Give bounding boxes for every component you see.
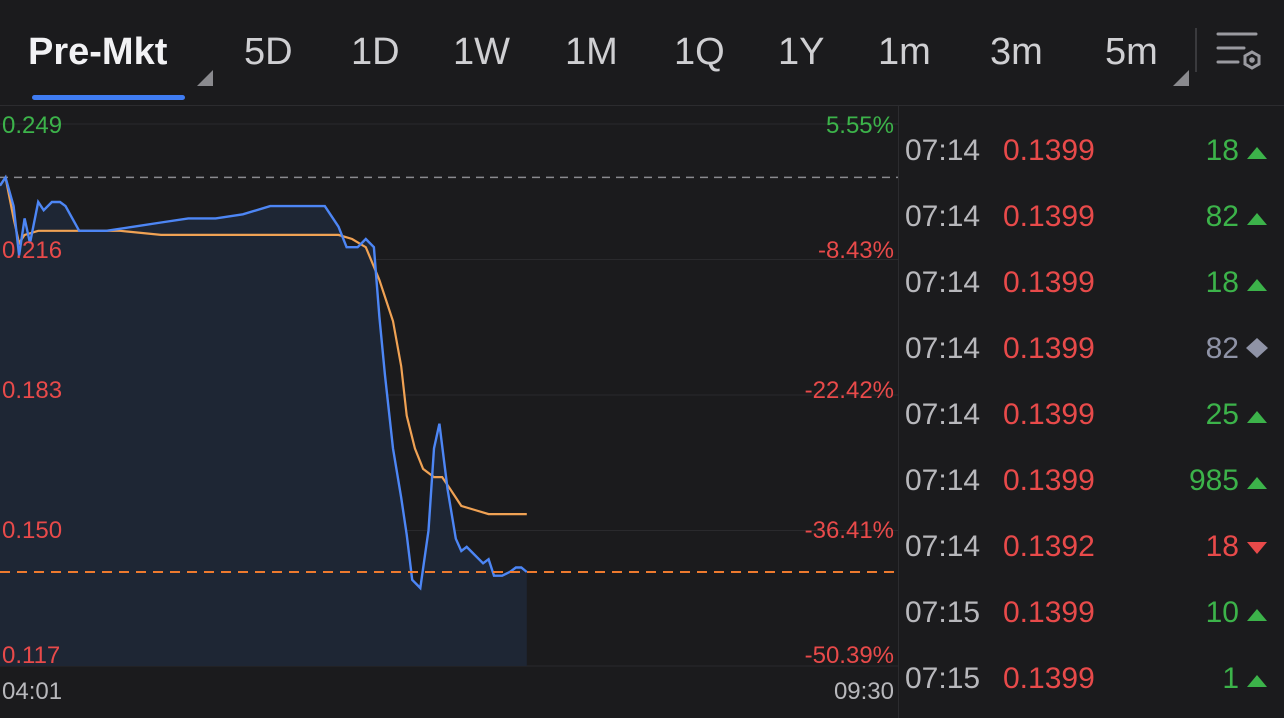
trade-volume: 985 [1188,464,1239,497]
price-line [0,174,528,591]
trade-price: 0.1399 [1003,134,1095,167]
trade-time: 07:14 [905,266,981,299]
tab-1d[interactable]: 1D [351,31,400,73]
up-arrow-icon [1247,477,1267,489]
tab-divider [1195,28,1197,72]
trade-volume: 82 [1205,332,1239,365]
trade-price: 0.1392 [1003,530,1095,563]
trade-time: 07:14 [905,332,981,365]
pct-label-bottom: -50.39% [804,642,894,669]
up-arrow-icon [1247,213,1267,225]
tab-1m-minute[interactable]: 1m [878,31,931,73]
up-arrow-icon [1247,675,1267,687]
trade-price: 0.1399 [1003,398,1095,431]
trade-row: 07:14 0.1399 18 [899,116,1284,182]
trade-row: 07:14 0.1399 18 [899,248,1284,314]
trade-volume: 25 [1205,398,1239,431]
5m-dropdown-indicator[interactable] [1173,70,1189,86]
up-arrow-icon [1247,411,1267,423]
trade-row: 07:14 0.1399 82 [899,182,1284,248]
price-label-bottom: 0.117 [2,642,61,669]
trade-price: 0.1399 [1003,266,1095,299]
trade-price: 0.1399 [1003,200,1095,233]
trade-price: 0.1399 [1003,596,1095,629]
price-area-fill [0,177,527,666]
time-label-end: 09:30 [833,678,894,705]
price-label-4: 0.150 [2,517,63,544]
trade-row: 07:14 0.1399 82 [899,314,1284,380]
trade-time: 07:14 [905,200,981,233]
trade-row: 07:15 0.1399 10 [899,578,1284,644]
tab-5d[interactable]: 5D [244,31,293,73]
trade-time: 07:14 [905,134,981,167]
price-label-3: 0.183 [2,377,63,404]
trade-time: 07:14 [905,530,981,563]
tab-1m-month[interactable]: 1M [565,31,618,73]
trade-time: 07:15 [905,596,981,629]
time-label-start: 04:01 [2,678,63,705]
neutral-diamond-icon [1246,338,1268,358]
up-arrow-icon [1247,147,1267,159]
up-arrow-icon [1247,279,1267,291]
pct-label-top: 5.55% [825,112,894,139]
trade-volume: 18 [1205,530,1239,563]
timeframe-tabbar: Pre-Mkt 5D 1D 1W 1M 1Q 1Y 1m 3m 5m [0,0,1284,106]
trade-volume: 18 [1205,266,1239,299]
chart-canvas [0,123,898,667]
intraday-chart[interactable]: 0.249 0.216 0.183 0.150 0.117 5.55% -8.4… [0,106,898,718]
tab-pre-market[interactable]: Pre-Mkt [28,31,168,73]
trade-time: 07:14 [905,464,981,497]
trade-volume: 10 [1205,596,1239,629]
up-arrow-icon [1247,609,1267,621]
trade-row: 07:14 0.1399 25 [899,380,1284,446]
tab-5m[interactable]: 5m [1105,31,1158,73]
trade-row: 07:15 0.1399 1 [899,644,1284,710]
trade-volume: 18 [1205,134,1239,167]
tab-1q[interactable]: 1Q [674,31,725,73]
trade-price: 0.1399 [1003,332,1095,365]
price-label-2: 0.216 [2,237,63,264]
trade-price: 0.1399 [1003,464,1095,497]
pct-label-2: -8.43% [817,237,894,264]
average-price-line [0,174,527,516]
chart-settings-icon[interactable] [1214,28,1264,74]
trade-row: 07:14 0.1392 18 [899,512,1284,578]
price-label-top: 0.249 [2,112,63,139]
time-and-sales-list[interactable]: 07:14 0.1399 18 07:14 0.1399 82 07:14 0.1399 18 0… [898,106,1284,718]
trade-row: 07:14 0.1399 985 [899,446,1284,512]
active-tab-underline [32,95,185,100]
trade-price: 0.1399 [1003,662,1095,695]
trade-volume: 82 [1205,200,1239,233]
down-arrow-icon [1247,542,1267,554]
pct-label-4: -36.41% [804,517,894,544]
tab-1w[interactable]: 1W [453,31,510,73]
trade-time: 07:14 [905,398,981,431]
trade-volume: 1 [1222,662,1239,695]
tab-3m[interactable]: 3m [990,31,1043,73]
tab-1y[interactable]: 1Y [778,31,825,73]
trade-time: 07:15 [905,662,981,695]
pct-label-3: -22.42% [804,377,894,404]
pre-market-dropdown-indicator[interactable] [197,70,213,86]
